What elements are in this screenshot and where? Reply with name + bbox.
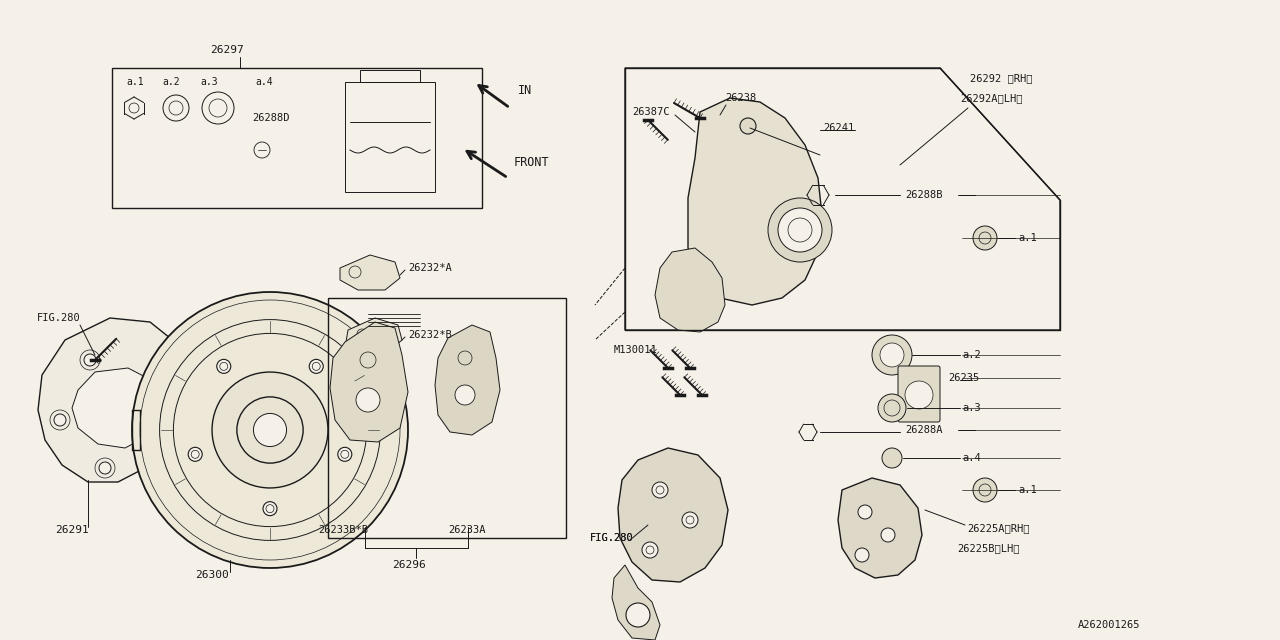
Text: 26291: 26291: [55, 525, 88, 535]
Text: a.3: a.3: [200, 77, 218, 87]
Circle shape: [973, 478, 997, 502]
Text: 26232*A: 26232*A: [408, 263, 452, 273]
Text: a.1: a.1: [125, 77, 143, 87]
Bar: [360, 70, 420, 82]
Text: 26288A: 26288A: [905, 425, 942, 435]
Circle shape: [881, 528, 895, 542]
Circle shape: [643, 542, 658, 558]
Circle shape: [626, 603, 650, 627]
Polygon shape: [435, 325, 500, 435]
Circle shape: [768, 198, 832, 262]
Polygon shape: [38, 318, 182, 482]
Circle shape: [652, 482, 668, 498]
Circle shape: [973, 226, 997, 250]
Text: 26238: 26238: [724, 93, 756, 103]
Circle shape: [132, 292, 408, 568]
Bar: [328, 298, 566, 538]
Polygon shape: [625, 68, 1060, 330]
Circle shape: [682, 512, 698, 528]
Text: 26225A〈RH〉: 26225A〈RH〉: [966, 523, 1029, 533]
Polygon shape: [330, 322, 408, 442]
Circle shape: [905, 381, 933, 409]
Polygon shape: [612, 565, 660, 640]
Circle shape: [881, 343, 904, 367]
Text: 26387C: 26387C: [632, 107, 669, 117]
Polygon shape: [838, 478, 922, 578]
Circle shape: [99, 462, 111, 474]
Text: a.4: a.4: [255, 77, 273, 87]
Circle shape: [54, 414, 67, 426]
Text: 26235: 26235: [948, 373, 979, 383]
Circle shape: [310, 360, 324, 373]
Circle shape: [855, 548, 869, 562]
Circle shape: [740, 118, 756, 134]
Polygon shape: [346, 318, 402, 352]
Text: A262001265: A262001265: [1078, 620, 1140, 630]
Text: 26300: 26300: [195, 570, 229, 580]
Text: a.2: a.2: [963, 350, 980, 360]
Text: 26233A: 26233A: [448, 525, 485, 535]
Text: 26288D: 26288D: [252, 113, 289, 123]
Text: 26297: 26297: [210, 45, 243, 55]
Circle shape: [84, 354, 96, 366]
Text: a.2: a.2: [163, 77, 179, 87]
Polygon shape: [340, 255, 399, 290]
Circle shape: [356, 388, 380, 412]
FancyBboxPatch shape: [899, 366, 940, 422]
Circle shape: [262, 502, 276, 516]
Text: 26241: 26241: [823, 123, 854, 133]
Polygon shape: [655, 248, 724, 332]
Text: 26225B〈LH〉: 26225B〈LH〉: [957, 543, 1019, 553]
Circle shape: [454, 385, 475, 405]
Text: M130011: M130011: [614, 345, 658, 355]
Text: a.4: a.4: [963, 453, 980, 463]
Text: FIG.280: FIG.280: [37, 313, 81, 323]
Circle shape: [188, 447, 202, 461]
Text: 26292 〈RH〉: 26292 〈RH〉: [970, 73, 1033, 83]
Circle shape: [212, 372, 328, 488]
Text: FIG.280: FIG.280: [590, 533, 634, 543]
Text: 26292A〈LH〉: 26292A〈LH〉: [960, 93, 1023, 103]
Circle shape: [872, 335, 911, 375]
Text: 26296: 26296: [392, 560, 426, 570]
Text: 26233B*B: 26233B*B: [317, 525, 369, 535]
Text: FRONT: FRONT: [515, 156, 549, 168]
Polygon shape: [689, 98, 822, 305]
Circle shape: [338, 447, 352, 461]
Bar: [113, 68, 483, 208]
Text: a.1: a.1: [1018, 233, 1037, 243]
Circle shape: [878, 394, 906, 422]
Circle shape: [882, 448, 902, 468]
Text: a.3: a.3: [963, 403, 980, 413]
Circle shape: [858, 505, 872, 519]
Text: 26232*B: 26232*B: [408, 330, 452, 340]
Bar: [346, 82, 435, 192]
Text: IN: IN: [518, 83, 532, 97]
Text: 26288B: 26288B: [905, 190, 942, 200]
Circle shape: [253, 413, 287, 447]
Circle shape: [778, 208, 822, 252]
Text: a.1: a.1: [1018, 485, 1037, 495]
Text: FIG.280: FIG.280: [590, 533, 634, 543]
Polygon shape: [72, 368, 163, 448]
Polygon shape: [618, 448, 728, 582]
Circle shape: [216, 360, 230, 373]
